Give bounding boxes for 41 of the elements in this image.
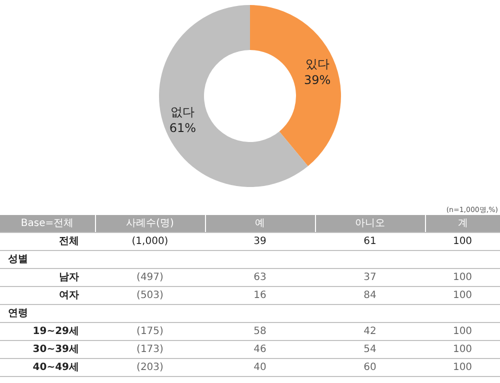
text: 100: [452, 290, 472, 300]
text: 100: [452, 272, 472, 282]
category-label: 전체: [59, 236, 79, 246]
text: 46: [254, 344, 266, 354]
category-label: 성별: [8, 254, 28, 264]
text: 37: [364, 272, 376, 282]
category-label: 계: [425, 215, 500, 232]
text: (175): [136, 326, 164, 336]
text: 16: [254, 290, 266, 300]
category-label: 아니오: [315, 215, 425, 232]
text: 100: [452, 236, 472, 246]
text: (503): [136, 290, 164, 300]
slice-label: 있다: [305, 56, 330, 71]
text: 54: [364, 344, 376, 354]
text: 100: [452, 362, 472, 372]
category-label: 예: [205, 215, 315, 232]
text: 39: [254, 236, 266, 246]
category-label: 사례수(명): [95, 215, 205, 232]
text: 84: [364, 290, 376, 300]
text: (1,000): [132, 236, 168, 246]
text: 60: [364, 362, 376, 372]
text: 63: [254, 272, 266, 282]
text: (203): [136, 362, 164, 372]
text: 100: [452, 344, 472, 354]
data-label: 39%: [304, 72, 331, 87]
category-label: 40~49세: [32, 362, 79, 372]
text: 40: [254, 362, 266, 372]
category-label: Base=전체: [0, 215, 95, 232]
text: 58: [254, 326, 266, 336]
category-label: 19~29세: [32, 326, 79, 336]
text: 61: [364, 236, 376, 246]
text: (497): [136, 272, 164, 282]
category-label: 여자: [59, 290, 79, 300]
data-label: 61%: [169, 121, 196, 136]
text: 42: [364, 326, 376, 336]
category-label: 남자: [59, 272, 79, 282]
text: 100: [452, 326, 472, 336]
text: (173): [136, 344, 164, 354]
category-label: 연령: [8, 308, 28, 318]
category-label: 30~39세: [32, 344, 79, 354]
slice-label: 없다: [170, 105, 195, 120]
